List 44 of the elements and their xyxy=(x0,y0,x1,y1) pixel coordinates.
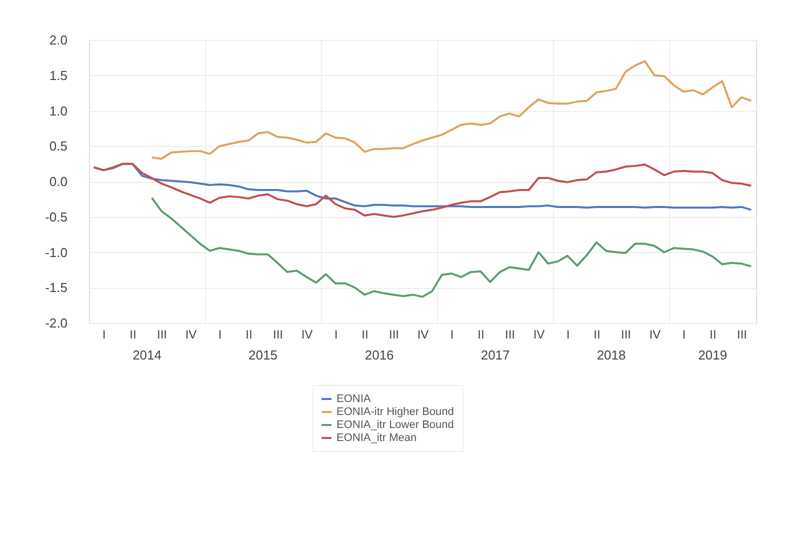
legend-label: EONIA-itr Higher Bound xyxy=(336,406,454,418)
x-tick-label: II xyxy=(130,328,136,342)
x-tick-label: IV xyxy=(649,328,661,342)
y-tick-label: -1.0 xyxy=(45,244,68,260)
x-tick-label: I xyxy=(334,328,338,342)
y-tick-label: -2.0 xyxy=(45,316,68,330)
line-series xyxy=(150,196,752,298)
x-tick-label: I xyxy=(102,328,106,342)
x-tick-label: I xyxy=(218,328,222,342)
x2-tick-label: 2016 xyxy=(364,348,394,362)
y-tick-label: 2.0 xyxy=(49,32,68,48)
x-tick-label: I xyxy=(450,328,454,342)
x-tick-label: III xyxy=(736,328,748,342)
x-tick-label: I xyxy=(682,328,686,342)
x-tick-label: II xyxy=(710,328,716,342)
x-tick-label: III xyxy=(620,328,632,342)
x-tick-label: II xyxy=(478,328,484,342)
y-tick-label: 0.5 xyxy=(49,138,68,154)
x-tick-label: III xyxy=(156,328,168,342)
x-tick-label: II xyxy=(362,328,368,342)
x-tick-label: III xyxy=(272,328,284,342)
y-tick-label: 1.0 xyxy=(49,103,68,118)
x2-tick-label: 2017 xyxy=(480,348,510,362)
legend-label: EONIA xyxy=(336,393,372,405)
x-tick-label: IV xyxy=(417,328,429,342)
x-tick-label: IV xyxy=(533,328,545,342)
x-tick-label: IV xyxy=(301,328,313,342)
legend-label: EONIA_itr Mean xyxy=(336,432,417,444)
line-series xyxy=(150,60,752,160)
legend-label: EONIA_itr Lower Bound xyxy=(336,419,454,431)
y-tick-label: 1.5 xyxy=(49,68,68,83)
x-tick-label: III xyxy=(504,328,516,342)
x-tick-label: IV xyxy=(185,328,197,342)
x-tick-label: II xyxy=(246,328,252,342)
y-tick-label: -1.5 xyxy=(45,280,68,296)
x-tick-label: III xyxy=(388,328,400,342)
x2-tick-label: 2019 xyxy=(698,348,728,362)
x2-tick-label: 2015 xyxy=(248,348,278,362)
x2-tick-label: 2018 xyxy=(596,348,626,362)
x-tick-label: II xyxy=(594,328,600,342)
y-tick-label: -0.5 xyxy=(45,209,68,224)
y-tick-label: 0.0 xyxy=(49,174,68,189)
x-tick-label: I xyxy=(566,328,570,342)
x2-tick-label: 2014 xyxy=(132,348,162,362)
